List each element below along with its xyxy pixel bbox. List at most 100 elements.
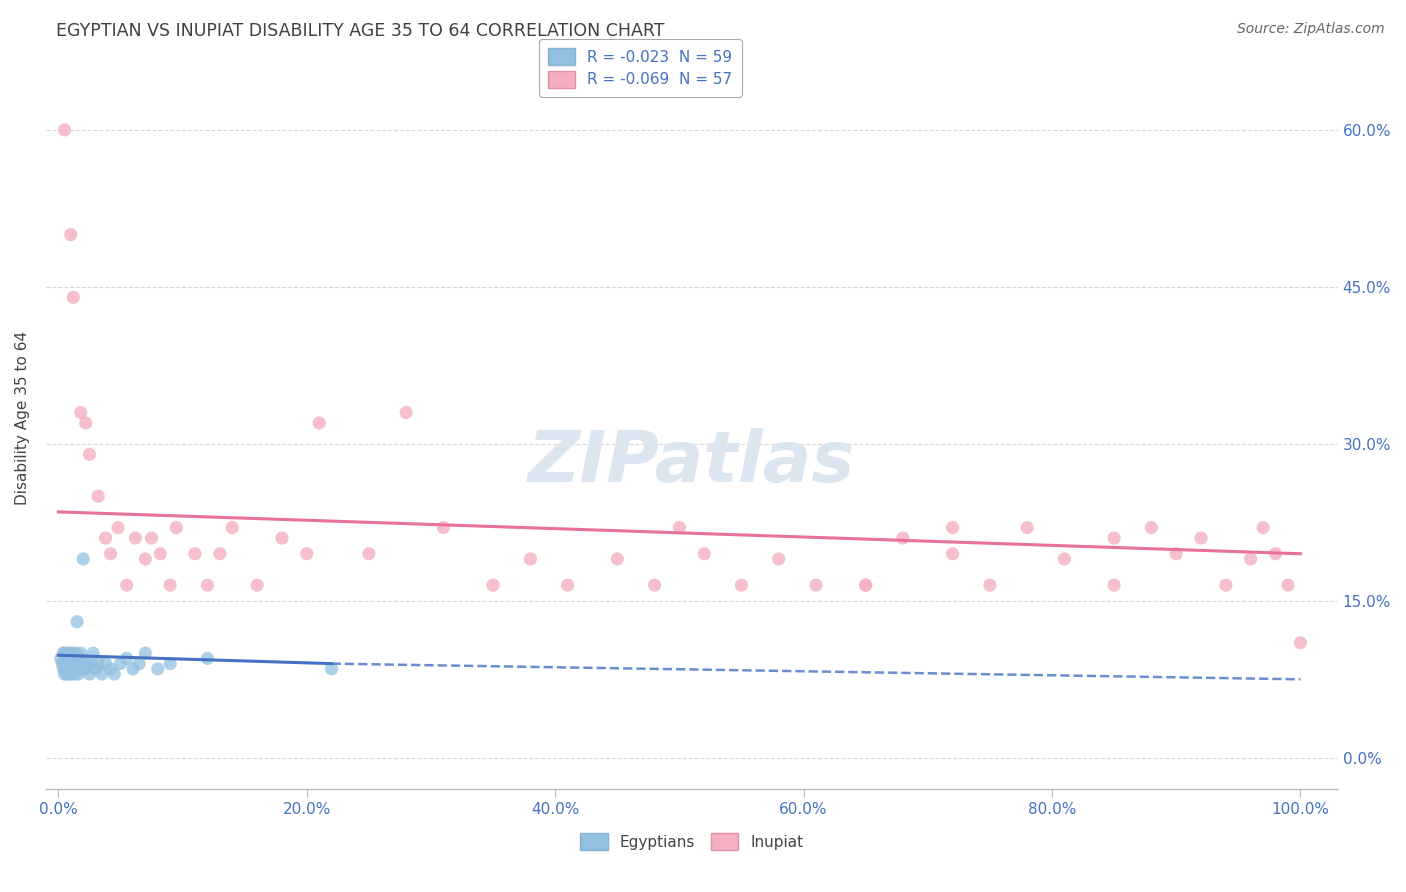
Point — [51, 657, 73, 671]
Point — [146, 662, 169, 676]
Point — [115, 578, 138, 592]
Point — [60, 646, 83, 660]
Point — [979, 578, 1001, 592]
Point — [79, 667, 101, 681]
Point — [644, 578, 666, 592]
Point — [115, 651, 138, 665]
Point — [67, 657, 90, 671]
Point — [69, 405, 91, 419]
Point — [432, 520, 454, 534]
Point — [58, 662, 80, 676]
Point — [80, 657, 103, 671]
Point — [76, 657, 98, 671]
Point — [1289, 636, 1312, 650]
Point — [159, 657, 181, 671]
Point — [122, 662, 145, 676]
Point — [63, 651, 86, 665]
Point — [87, 657, 110, 671]
Point — [56, 646, 79, 660]
Point — [100, 662, 122, 676]
Point — [149, 547, 172, 561]
Point — [60, 657, 83, 671]
Point — [59, 657, 82, 671]
Point — [1017, 520, 1039, 534]
Point — [59, 667, 82, 681]
Point — [271, 531, 294, 545]
Point — [69, 651, 91, 665]
Point — [52, 646, 75, 660]
Point — [134, 552, 156, 566]
Point — [75, 662, 97, 676]
Point — [67, 667, 90, 681]
Point — [124, 531, 146, 545]
Point — [1102, 531, 1125, 545]
Point — [693, 547, 716, 561]
Point — [79, 447, 101, 461]
Text: EGYPTIAN VS INUPIAT DISABILITY AGE 35 TO 64 CORRELATION CHART: EGYPTIAN VS INUPIAT DISABILITY AGE 35 TO… — [56, 22, 665, 40]
Point — [1140, 520, 1163, 534]
Point — [730, 578, 752, 592]
Point — [768, 552, 790, 566]
Point — [1215, 578, 1237, 592]
Point — [58, 667, 80, 681]
Point — [84, 662, 107, 676]
Point — [1240, 552, 1263, 566]
Point — [159, 578, 181, 592]
Point — [58, 662, 80, 676]
Point — [942, 520, 965, 534]
Legend: Egyptians, Inupiat: Egyptians, Inupiat — [574, 827, 810, 855]
Point — [606, 552, 628, 566]
Point — [110, 657, 132, 671]
Point — [128, 657, 150, 671]
Point — [519, 552, 541, 566]
Point — [1053, 552, 1076, 566]
Point — [308, 416, 330, 430]
Point — [53, 123, 76, 137]
Text: Source: ZipAtlas.com: Source: ZipAtlas.com — [1237, 22, 1385, 37]
Point — [165, 520, 187, 534]
Point — [1166, 547, 1188, 561]
Y-axis label: Disability Age 35 to 64: Disability Age 35 to 64 — [15, 331, 30, 505]
Point — [62, 657, 84, 671]
Point — [1189, 531, 1212, 545]
Point — [482, 578, 505, 592]
Point — [62, 290, 84, 304]
Point — [70, 662, 93, 676]
Point — [72, 552, 94, 566]
Point — [55, 651, 77, 665]
Point — [134, 646, 156, 660]
Point — [59, 227, 82, 242]
Point — [52, 662, 75, 676]
Point — [58, 646, 80, 660]
Point — [63, 667, 86, 681]
Point — [100, 547, 122, 561]
Point — [395, 405, 418, 419]
Point — [942, 547, 965, 561]
Point — [69, 646, 91, 660]
Point — [246, 578, 269, 592]
Point — [49, 651, 72, 665]
Point — [197, 651, 219, 665]
Text: ZIPatlas: ZIPatlas — [529, 428, 855, 497]
Point — [1251, 520, 1274, 534]
Point — [668, 520, 690, 534]
Point — [56, 667, 79, 681]
Point — [197, 578, 219, 592]
Point — [804, 578, 827, 592]
Point — [58, 657, 80, 671]
Point — [66, 615, 89, 629]
Point — [82, 646, 104, 660]
Point — [321, 662, 343, 676]
Point — [208, 547, 231, 561]
Point — [1102, 578, 1125, 592]
Point — [66, 662, 89, 676]
Point — [56, 657, 79, 671]
Point — [141, 531, 163, 545]
Point — [87, 489, 110, 503]
Point — [1264, 547, 1286, 561]
Point — [891, 531, 914, 545]
Point — [53, 646, 76, 660]
Point — [75, 416, 97, 430]
Point — [94, 657, 117, 671]
Point — [103, 667, 125, 681]
